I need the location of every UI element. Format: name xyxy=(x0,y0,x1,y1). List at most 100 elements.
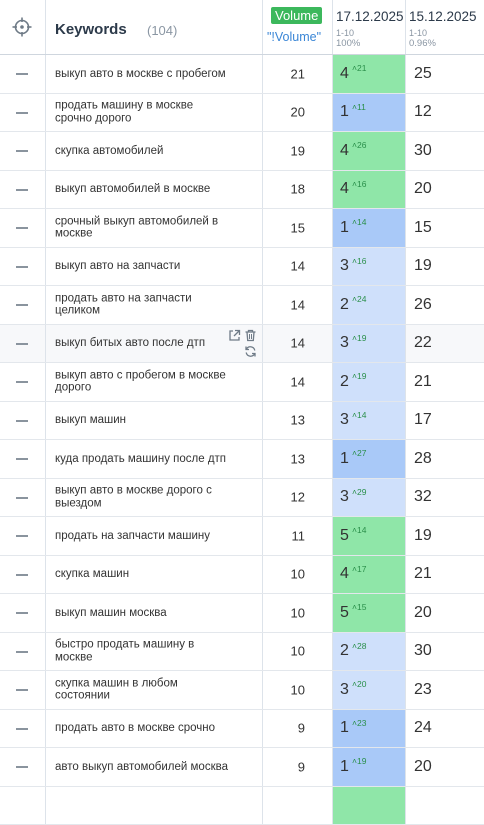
remove-keyword-icon[interactable] xyxy=(16,343,28,345)
remove-keyword-icon[interactable] xyxy=(16,189,28,191)
table-row[interactable]: продать авто в москве срочно 9 1 ˄23 24 xyxy=(0,710,484,749)
position-cell-1[interactable]: 3 ˄16 xyxy=(333,248,406,286)
keyword-text[interactable]: продать машину в москве срочно дорого xyxy=(55,100,230,125)
position-cell-2[interactable]: 20 xyxy=(406,748,484,786)
position-cell-2[interactable]: 30 xyxy=(406,633,484,671)
remove-keyword-icon[interactable] xyxy=(16,304,28,306)
position-cell-2[interactable]: 19 xyxy=(406,517,484,555)
remove-keyword-icon[interactable] xyxy=(16,497,28,499)
keyword-text[interactable]: выкуп авто в москве дорого с выездом xyxy=(55,485,230,510)
position-cell-2[interactable]: 17 xyxy=(406,402,484,440)
keyword-text[interactable]: скупка автомобилей xyxy=(55,145,230,158)
position-cell-1[interactable] xyxy=(333,787,406,825)
position-cell-1[interactable]: 2 ˄19 xyxy=(333,363,406,401)
table-row[interactable] xyxy=(0,787,484,825)
trash-icon[interactable] xyxy=(244,329,257,342)
table-row[interactable]: продать авто на запчасти целиком 14 2 ˄2… xyxy=(0,286,484,325)
remove-keyword-icon[interactable] xyxy=(16,612,28,614)
table-row[interactable]: выкуп машин москва 10 5 ˄15 20 xyxy=(0,594,484,633)
volume-sort-button[interactable]: Volume xyxy=(271,7,322,24)
external-link-icon[interactable] xyxy=(228,329,241,342)
keyword-text[interactable]: выкуп автомобилей в москве xyxy=(55,183,230,196)
remove-keyword-icon[interactable] xyxy=(16,150,28,152)
position-cell-1[interactable]: 5 ˄15 xyxy=(333,594,406,632)
remove-keyword-icon[interactable] xyxy=(16,420,28,422)
refresh-icon[interactable] xyxy=(244,345,257,358)
remove-keyword-icon[interactable] xyxy=(16,651,28,653)
remove-keyword-icon[interactable] xyxy=(16,381,28,383)
keyword-text[interactable]: срочный выкуп автомобилей в москве xyxy=(55,215,230,240)
position-cell-2[interactable]: 12 xyxy=(406,94,484,132)
keyword-text[interactable]: выкуп авто на запчасти xyxy=(55,260,230,273)
remove-keyword-icon[interactable] xyxy=(16,112,28,114)
keyword-text[interactable]: авто выкуп автомобилей москва xyxy=(55,761,230,774)
table-row[interactable]: выкуп авто с пробегом в москве дорого 14… xyxy=(0,363,484,402)
position-cell-1[interactable]: 1 ˄19 xyxy=(333,748,406,786)
table-row[interactable]: продать на запчасти машину 11 5 ˄14 19 xyxy=(0,517,484,556)
position-cell-1[interactable]: 3 ˄14 xyxy=(333,402,406,440)
keyword-text[interactable]: скупка машин xyxy=(55,568,230,581)
remove-keyword-icon[interactable] xyxy=(16,535,28,537)
position-cell-1[interactable]: 3 ˄19 xyxy=(333,325,406,363)
position-cell-1[interactable]: 1 ˄23 xyxy=(333,710,406,748)
keyword-text[interactable]: выкуп машин xyxy=(55,414,230,427)
exact-volume-toggle[interactable]: "!Volume" xyxy=(267,30,321,44)
table-row[interactable]: скупка автомобилей 19 4 ˄26 30 xyxy=(0,132,484,171)
table-row[interactable]: продать машину в москве срочно дорого 20… xyxy=(0,94,484,133)
position-cell-1[interactable]: 2 ˄24 xyxy=(333,286,406,324)
position-cell-1[interactable]: 4 ˄17 xyxy=(333,556,406,594)
position-cell-2[interactable]: 21 xyxy=(406,556,484,594)
remove-keyword-icon[interactable] xyxy=(16,766,28,768)
keyword-text[interactable]: продать на запчасти машину xyxy=(55,530,230,543)
date-column-header-1[interactable]: 17.12.2025 1-10 100% xyxy=(333,0,406,54)
keyword-text[interactable]: куда продать машину после дтп xyxy=(55,453,230,466)
keyword-text[interactable]: выкуп машин москва xyxy=(55,607,230,620)
position-cell-2[interactable]: 24 xyxy=(406,710,484,748)
keywords-header[interactable]: Keywords (104) xyxy=(46,0,263,54)
remove-keyword-icon[interactable] xyxy=(16,689,28,691)
table-row[interactable]: скупка машин 10 4 ˄17 21 xyxy=(0,556,484,595)
table-row[interactable]: куда продать машину после дтп 13 1 ˄27 2… xyxy=(0,440,484,479)
keyword-text[interactable]: быстро продать машину в москве xyxy=(55,639,230,664)
position-cell-2[interactable]: 25 xyxy=(406,55,484,93)
position-cell-1[interactable]: 1 ˄14 xyxy=(333,209,406,247)
table-row[interactable]: выкуп машин 13 3 ˄14 17 xyxy=(0,402,484,441)
position-cell-1[interactable]: 4 ˄16 xyxy=(333,171,406,209)
position-cell-2[interactable]: 30 xyxy=(406,132,484,170)
position-cell-2[interactable]: 20 xyxy=(406,171,484,209)
position-cell-2[interactable]: 23 xyxy=(406,671,484,709)
remove-keyword-icon[interactable] xyxy=(16,227,28,229)
position-cell-1[interactable]: 4 ˄26 xyxy=(333,132,406,170)
keyword-text[interactable]: выкуп битых авто после дтп xyxy=(55,337,230,350)
keyword-text[interactable]: выкуп авто в москве с пробегом xyxy=(55,68,230,81)
position-cell-2[interactable]: 26 xyxy=(406,286,484,324)
position-cell-2[interactable]: 32 xyxy=(406,479,484,517)
remove-keyword-icon[interactable] xyxy=(16,266,28,268)
keyword-text[interactable]: продать авто на запчасти целиком xyxy=(55,292,230,317)
position-cell-1[interactable]: 5 ˄14 xyxy=(333,517,406,555)
position-cell-2[interactable]: 22 xyxy=(406,325,484,363)
position-cell-2[interactable]: 21 xyxy=(406,363,484,401)
remove-keyword-icon[interactable] xyxy=(16,574,28,576)
keyword-text[interactable]: выкуп авто с пробегом в москве дорого xyxy=(55,369,230,394)
position-cell-2[interactable]: 19 xyxy=(406,248,484,286)
table-row[interactable]: авто выкуп автомобилей москва 9 1 ˄19 20 xyxy=(0,748,484,787)
keyword-text[interactable]: скупка машин в любом состоянии xyxy=(55,677,230,702)
position-cell-2[interactable]: 15 xyxy=(406,209,484,247)
keywords-title[interactable]: Keywords xyxy=(55,21,127,38)
position-cell-1[interactable]: 1 ˄11 xyxy=(333,94,406,132)
crosshair-icon[interactable] xyxy=(12,17,32,37)
keyword-text[interactable]: продать авто в москве срочно xyxy=(55,722,230,735)
position-cell-1[interactable]: 3 ˄29 xyxy=(333,479,406,517)
table-row[interactable]: выкуп авто в москве дорого с выездом 12 … xyxy=(0,479,484,518)
table-row[interactable]: срочный выкуп автомобилей в москве 15 1 … xyxy=(0,209,484,248)
position-cell-1[interactable]: 2 ˄28 xyxy=(333,633,406,671)
position-cell-2[interactable]: 20 xyxy=(406,594,484,632)
table-row[interactable]: скупка машин в любом состоянии 10 3 ˄20 … xyxy=(0,671,484,710)
position-cell-2[interactable] xyxy=(406,787,484,825)
position-cell-1[interactable]: 3 ˄20 xyxy=(333,671,406,709)
table-row[interactable]: выкуп битых авто после дтп 14 3 ˄19 22 xyxy=(0,325,484,364)
remove-keyword-icon[interactable] xyxy=(16,73,28,75)
position-cell-1[interactable]: 4 ˄21 xyxy=(333,55,406,93)
table-row[interactable]: выкуп авто в москве с пробегом 21 4 ˄21 … xyxy=(0,55,484,94)
